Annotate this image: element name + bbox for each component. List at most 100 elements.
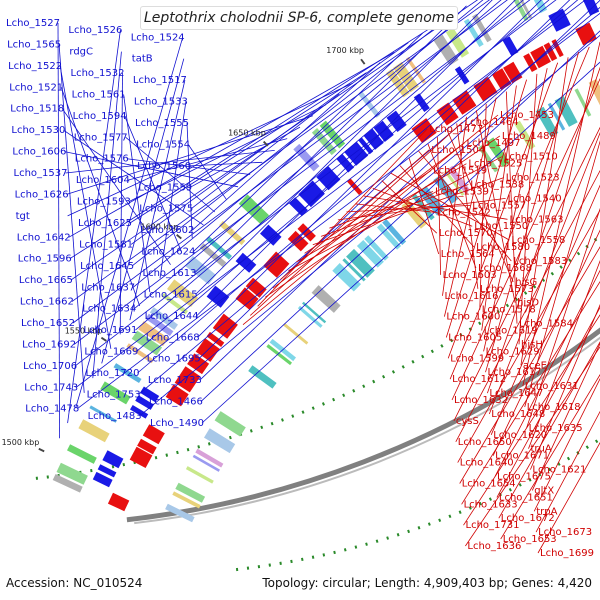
reverse-gene [235,252,257,273]
feature-band [463,18,484,47]
gene-label: Lcho_1570 [439,228,493,239]
reverse-gene [97,464,117,478]
leader-line [381,180,438,234]
leader-line [129,80,186,321]
gene-label: Lcho_1564 [441,249,495,260]
leader-line [73,0,531,345]
gene-label: Lcho_1616 [445,291,499,302]
gene-label: Lcho_1619 [484,326,538,337]
forward-gene [235,287,259,310]
forward-gene [137,438,157,455]
gene-label: cysS [456,416,479,427]
gene-label: tatB [132,54,153,65]
leader-line [193,32,423,252]
leader-line [125,136,216,213]
gene-label: Lcho_1640 [460,458,514,469]
gene-label: Lcho_1542 [437,207,491,218]
reverse-gene [92,471,113,488]
leader-line [453,126,600,422]
leader-line [101,58,185,364]
leader-line [320,184,469,237]
gene-label: Lcho_1653 [503,534,557,545]
gene-label: Lcho_1624 [141,247,195,258]
gene-label: Lcho_1654 [462,479,516,490]
gene-label: Lcho_1720 [86,368,140,379]
gene-label: Lcho_1581 [79,239,133,250]
leader-line [530,304,600,470]
ruler-tick [38,447,45,453]
gene-label: Lcho_1625 [78,218,132,229]
reverse-gene [206,285,230,308]
leader-line [533,377,600,512]
gene-label: Lcho_1464 [465,117,519,128]
leader-line [475,110,516,303]
feature-band [283,323,309,345]
gene-label: Lcho_1584 [519,319,573,330]
feature-band [554,95,578,127]
feature-band [195,448,224,468]
leader-line [201,61,600,424]
leader-line [68,52,395,238]
leader-line [372,187,473,227]
feature-band [405,56,426,84]
gene-label: Lcho_1573 [480,284,534,295]
reverse-gene [102,450,124,469]
gene-label: Lcho_1527 [6,18,60,29]
gene-label: Lcho_1731 [466,520,520,531]
forward-gene [287,230,309,252]
leader-line [483,68,548,352]
reverse-gene [298,180,325,208]
gene-label: Lcho_1580 [476,242,530,253]
gene-label: Lcho_1517 [133,75,187,86]
leader-line [119,72,123,335]
forward-gene [129,446,153,468]
feature-band [574,88,592,117]
leader-line [447,62,559,359]
gene-label: Lcho_1593 [77,197,131,208]
leader-line [139,34,600,417]
leader-line [455,169,600,442]
ruler-label: 1500 kbp [2,438,40,447]
leader-line [135,0,524,331]
leader-line [492,229,600,456]
feature-band [138,321,169,347]
leader-line [479,103,487,310]
leader-line [77,12,600,410]
leader-line [459,246,600,484]
leader-line [127,138,288,181]
gene-label: Lcho_1510 [504,152,558,163]
gene-label: Lcho_1563 [510,214,564,225]
leader-line [488,131,600,415]
ruler-tick [360,58,366,65]
feature-band [297,305,323,328]
leader-line [124,115,182,252]
gene-label: Lcho_1602 [140,225,194,236]
feature-band [293,143,320,172]
leader-line [58,44,85,393]
gene-label: Lcho_1632 [454,395,508,406]
feature-band [346,248,375,278]
leader-line [465,346,600,547]
gene-label: Lcho_1618 [527,402,581,413]
leader-line [457,209,600,463]
reverse-gene [289,197,308,217]
feature-band [149,307,178,330]
gene-label: Lcho_1673 [538,527,592,538]
gene-label: Lcho_1558 [511,235,565,246]
reverse-gene [336,153,355,173]
leader-line [129,72,367,224]
feature-band [172,491,201,509]
leader-line [134,0,502,310]
feature-band [376,223,402,250]
leader-line [75,0,586,388]
gene-label: hisG [515,277,537,288]
reverse-gene [260,224,282,246]
reverse-gene [140,386,160,403]
reverse-gene [454,66,470,85]
gene-label: Lcho_1583 [513,256,567,267]
gene-label: Lcho_1576 [75,154,129,165]
feature-band [248,365,277,389]
gene-label: trpA [536,506,557,517]
leader-line [190,126,301,188]
leader-line [288,156,502,271]
